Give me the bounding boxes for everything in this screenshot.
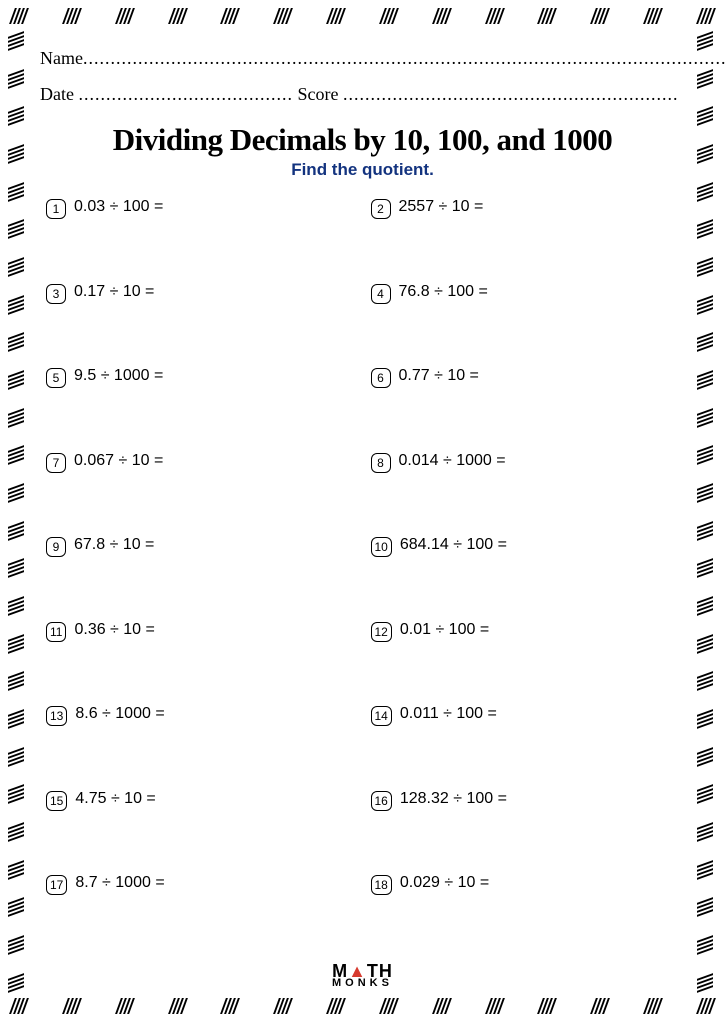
- problem-number: 6: [371, 368, 391, 388]
- problem-item: 2 2557 ÷ 10 =: [371, 198, 686, 283]
- problem-text: 9.5 ÷ 1000 =: [74, 367, 163, 385]
- problem-number: 2: [371, 199, 391, 219]
- problem-item: 4 76.8 ÷ 100 =: [371, 283, 686, 368]
- problem-number: 7: [46, 453, 66, 473]
- problem-item: 13 8.6 ÷ 1000 =: [46, 705, 361, 790]
- problem-text: 0.36 ÷ 10 =: [74, 621, 154, 639]
- problem-text: 684.14 ÷ 100 =: [400, 536, 507, 554]
- problem-number: 10: [371, 537, 392, 557]
- problem-number: 9: [46, 537, 66, 557]
- problem-number: 4: [371, 284, 391, 304]
- problem-item: 16 128.32 ÷ 100 =: [371, 790, 686, 875]
- problem-number: 12: [371, 622, 392, 642]
- problem-item: 15 4.75 ÷ 10 =: [46, 790, 361, 875]
- problem-number: 13: [46, 706, 67, 726]
- problem-item: 17 8.7 ÷ 1000 =: [46, 874, 361, 959]
- problems-grid: 10.03 ÷ 100 =22557 ÷ 10 =30.17 ÷ 10 =476…: [40, 198, 685, 959]
- problem-text: 67.8 ÷ 10 =: [74, 536, 154, 554]
- problem-text: 8.6 ÷ 1000 =: [75, 705, 164, 723]
- problem-number: 17: [46, 875, 67, 895]
- problem-text: 2557 ÷ 10 =: [399, 198, 484, 216]
- problem-item: 1 0.03 ÷ 100 =: [46, 198, 361, 283]
- page-subtitle: Find the quotient.: [40, 160, 685, 180]
- problem-text: 0.014 ÷ 1000 =: [399, 452, 506, 470]
- problem-number: 3: [46, 284, 66, 304]
- problem-text: 0.17 ÷ 10 =: [74, 283, 154, 301]
- problem-number: 11: [46, 622, 66, 642]
- problem-text: 0.01 ÷ 100 =: [400, 621, 489, 639]
- worksheet-page: Name....................................…: [40, 40, 685, 989]
- problem-text: 0.03 ÷ 100 =: [74, 198, 163, 216]
- problem-item: 5 9.5 ÷ 1000 =: [46, 367, 361, 452]
- problem-text: 4.75 ÷ 10 =: [75, 790, 155, 808]
- problem-text: 76.8 ÷ 100 =: [399, 283, 488, 301]
- date-label: Date: [40, 84, 74, 104]
- name-label: Name: [40, 48, 83, 68]
- problem-item: 8 0.014 ÷ 1000 =: [371, 452, 686, 537]
- page-title: Dividing Decimals by 10, 100, and 1000: [40, 122, 685, 158]
- name-line[interactable]: Name....................................…: [40, 40, 685, 76]
- problem-item: 11 0.36 ÷ 10 =: [46, 621, 361, 706]
- problem-item: 3 0.17 ÷ 10 =: [46, 283, 361, 368]
- problem-item: 7 0.067 ÷ 10 =: [46, 452, 361, 537]
- problem-item: 9 67.8 ÷ 10 =: [46, 536, 361, 621]
- problem-number: 18: [371, 875, 392, 895]
- logo-subtext: MONKS: [40, 979, 685, 989]
- problem-text: 0.77 ÷ 10 =: [399, 367, 479, 385]
- problem-number: 5: [46, 368, 66, 388]
- problem-number: 15: [46, 791, 67, 811]
- problem-item: 14 0.011 ÷ 100 =: [371, 705, 686, 790]
- problem-text: 8.7 ÷ 1000 =: [75, 874, 164, 892]
- problem-item: 10 684.14 ÷ 100 =: [371, 536, 686, 621]
- problem-number: 14: [371, 706, 392, 726]
- problem-number: 16: [371, 791, 392, 811]
- problem-text: 128.32 ÷ 100 =: [400, 790, 507, 808]
- problem-number: 8: [371, 453, 391, 473]
- header-fields: Name....................................…: [40, 40, 685, 112]
- problem-text: 0.067 ÷ 10 =: [74, 452, 163, 470]
- footer-logo: M▲TH MONKS: [40, 963, 685, 989]
- score-label: Score: [297, 84, 338, 104]
- problem-item: 12 0.01 ÷ 100 =: [371, 621, 686, 706]
- problem-item: 6 0.77 ÷ 10 =: [371, 367, 686, 452]
- problem-text: 0.011 ÷ 100 =: [400, 705, 497, 723]
- date-score-line[interactable]: Date ...................................…: [40, 76, 685, 112]
- problem-item: 18 0.029 ÷ 10 =: [371, 874, 686, 959]
- problem-text: 0.029 ÷ 10 =: [400, 874, 489, 892]
- problem-number: 1: [46, 199, 66, 219]
